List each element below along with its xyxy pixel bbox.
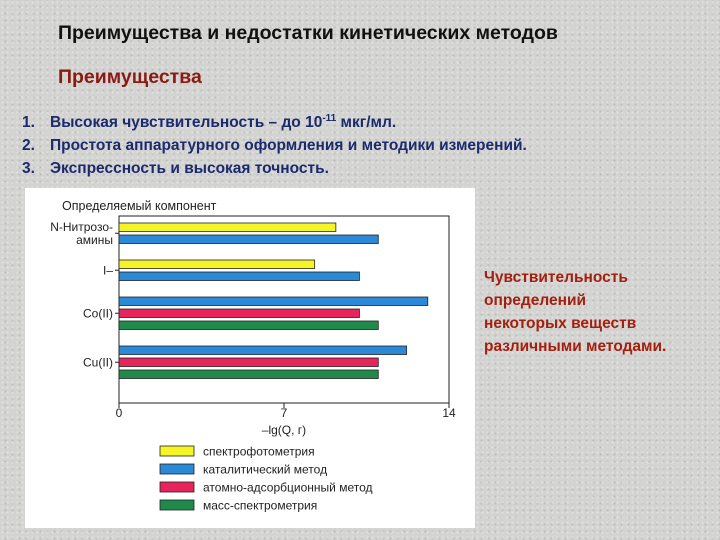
- advantage-item: 2. Простота аппаратурного оформления и ме…: [22, 134, 527, 157]
- legend-swatch-2: [159, 463, 195, 475]
- legend-label-1: спектрофотометрия: [203, 445, 315, 459]
- chart-title: Определяемый компонент: [62, 199, 217, 213]
- advantage-number: 3.: [22, 160, 35, 178]
- category-label: N-Нитрозо-: [50, 220, 113, 234]
- advantage-text: Экспрессность и высокая точность.: [50, 160, 329, 178]
- advantage-exponent: -11: [322, 113, 337, 124]
- bar-3-3: [118, 320, 379, 330]
- bar-2-2: [118, 271, 360, 281]
- caption-line: различными методами.: [484, 338, 667, 355]
- category-label: амины: [76, 233, 113, 247]
- legend-label-3: атомно-адсорбционный метод: [203, 481, 373, 495]
- slide-title: Преимущества и недостатки кинетических м…: [58, 22, 558, 44]
- advantage-text: Высокая чувствительность – до 10: [50, 114, 323, 132]
- bar-1-2: [118, 234, 379, 244]
- bar-3-1: [118, 296, 429, 306]
- bar-2-1: [118, 259, 316, 269]
- category-label: I–: [103, 263, 113, 277]
- bar-3-2: [118, 308, 360, 318]
- legend-swatch-1: [159, 445, 195, 457]
- x-tick-label: 0: [116, 406, 123, 420]
- caption-line: Чувствительность: [484, 269, 628, 286]
- category-label: Co(II): [83, 306, 113, 320]
- bar-4-1: [118, 345, 407, 355]
- advantage-item: 1. Высокая чувствительность – до 10-11 мк…: [22, 107, 527, 134]
- x-tick-label: 7: [281, 406, 288, 420]
- caption-line: определений: [484, 292, 587, 309]
- advantage-number: 2.: [22, 137, 35, 155]
- chart-caption: Чувствительность определений некоторых в…: [484, 266, 720, 358]
- sensitivity-chart: Определяемый компонент N-Нитрозо-амины I– C…: [50, 199, 456, 513]
- advantage-unit: мкг/мл.: [336, 114, 397, 132]
- legend-swatch-3: [159, 481, 195, 493]
- legend-swatch-4: [159, 499, 195, 511]
- advantages-list: 1. Высокая чувствительность – до 10-11 мк…: [22, 107, 527, 180]
- advantage-number: 1.: [22, 114, 35, 132]
- x-axis-label: –lg(Q, г): [262, 423, 306, 437]
- legend-label-2: каталитический метод: [203, 463, 327, 477]
- advantage-text: Простота аппаратурного оформления и мето…: [50, 137, 527, 155]
- category-label: Cu(II): [83, 355, 113, 369]
- bar-4-2: [118, 357, 379, 367]
- bar-1-1: [118, 222, 337, 232]
- x-tick-label: 14: [442, 406, 456, 420]
- section-title: Преимущества: [58, 66, 202, 88]
- caption-line: некоторых веществ: [484, 315, 637, 332]
- sensitivity-chart-panel: Определяемый компонент N-Нитрозо-амины I– C…: [25, 188, 475, 528]
- advantage-item: 3. Экспрессность и высокая точность.: [22, 157, 527, 180]
- bar-4-3: [118, 369, 379, 379]
- legend-label-4: масс-спектрометрия: [203, 499, 317, 513]
